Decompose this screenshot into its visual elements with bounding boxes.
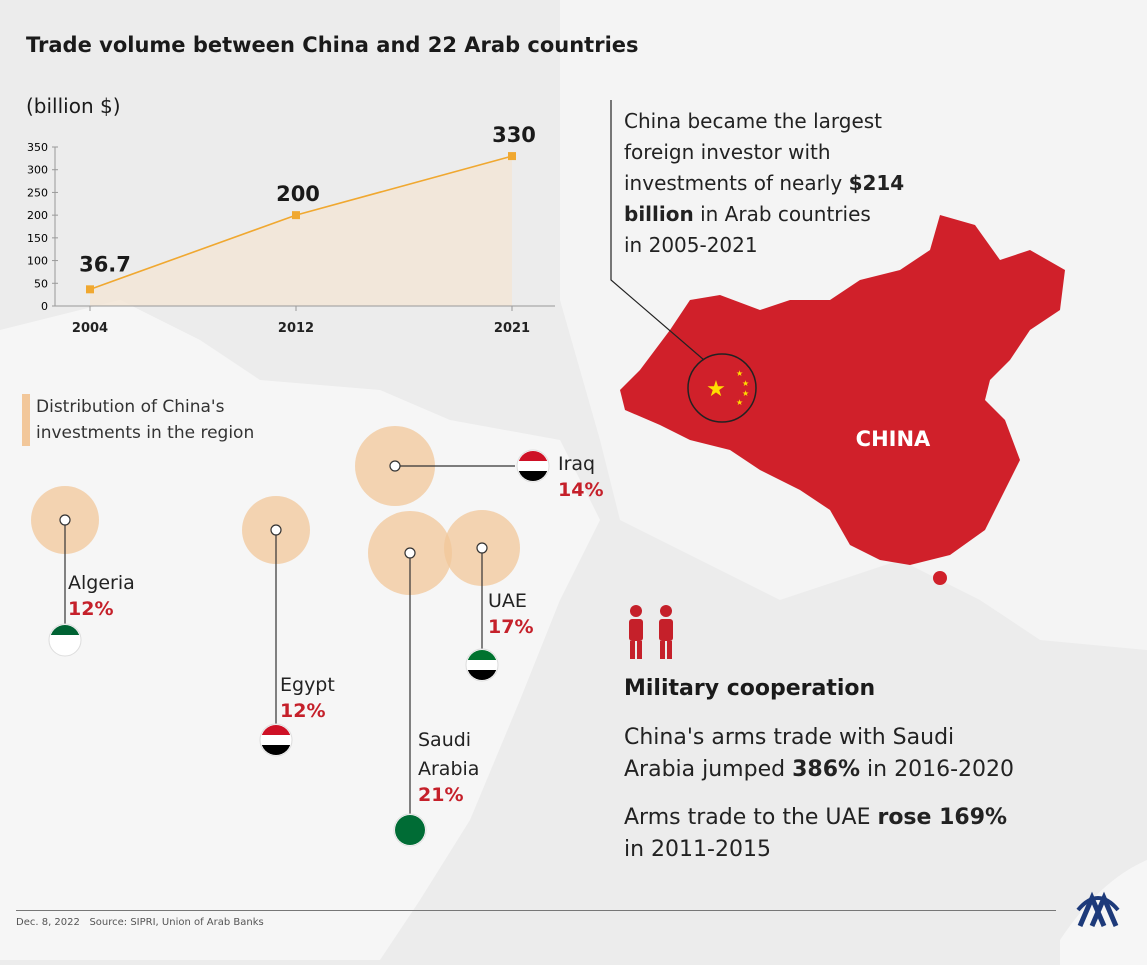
flag-stripe (467, 670, 497, 680)
y-tick-label: 50 (34, 277, 48, 290)
flag-stripe (467, 650, 497, 660)
flag-stripe (50, 625, 80, 635)
military-saudi-text: China's arms trade with Saudi Arabia jum… (624, 725, 1015, 782)
country-iraq: Iraq 14% (558, 453, 604, 501)
svg-text:★: ★ (706, 377, 726, 402)
data-label: 36.7 (79, 252, 131, 276)
location-dot (59, 514, 71, 526)
aa-logo (1076, 891, 1120, 927)
location-dot (389, 460, 401, 472)
svg-text:★: ★ (736, 398, 743, 407)
x-tick-label: 2021 (494, 321, 530, 336)
location-dot (270, 524, 282, 536)
flag-stripe (50, 645, 80, 655)
y-tick-label: 350 (27, 141, 48, 154)
china-flag-icon (687, 353, 757, 423)
y-tick-label: 150 (27, 232, 48, 245)
china-label: CHINA (856, 427, 931, 451)
area-fill (90, 156, 512, 306)
x-tick-label: 2004 (72, 321, 108, 336)
y-tick-label: 300 (27, 164, 48, 177)
flag-stripe (395, 835, 425, 845)
flag-stripe (518, 451, 548, 461)
country-algeria: Algeria 12% (68, 572, 135, 620)
military-uae-text: Arms trade to the UAE rose 169% in 2011-… (624, 805, 1008, 862)
y-tick-label: 250 (27, 186, 48, 199)
footer-text: Dec. 8, 2022 Source: SIPRI, Union of Ara… (16, 917, 264, 928)
flag-stripe (518, 471, 548, 481)
country-saudi-arabia: Saudi Arabia 21% (418, 729, 480, 806)
footer-divider (16, 910, 1056, 911)
location-dot (404, 547, 416, 559)
investment-text: China became the largest foreign investor… (624, 109, 905, 257)
y-tick-label: 0 (41, 300, 48, 313)
flag-stripe (261, 745, 291, 755)
svg-text:★: ★ (736, 369, 743, 378)
y-tick-label: 200 (27, 209, 48, 222)
data-point (86, 285, 94, 294)
military-title: Military cooperation (624, 676, 876, 701)
chart-title: Trade volume between China and 22 Arab c… (26, 33, 639, 57)
data-point (292, 211, 300, 220)
flag-stripe (50, 635, 80, 645)
data-label: 330 (492, 123, 536, 147)
country-egypt: Egypt 12% (280, 674, 335, 722)
chart-subtitle: (billion $) (26, 94, 121, 118)
flag-stripe (261, 735, 291, 745)
soldiers-icon (629, 605, 673, 659)
flag-stripe (467, 660, 497, 670)
y-tick-label: 100 (27, 255, 48, 268)
flag-stripe (518, 461, 548, 471)
trade-line-chart: 0 50 100 150 200 250 300 350 2004 2012 2021 36.7 200… (27, 123, 555, 336)
flag-stripe (395, 815, 425, 825)
x-tick-label: 2012 (278, 321, 314, 336)
svg-text:★: ★ (742, 389, 749, 398)
china-shape (620, 215, 1065, 565)
flag-stripe (261, 725, 291, 735)
svg-text:★: ★ (742, 379, 749, 388)
country-uae: UAE 17% (488, 590, 534, 638)
flag-stripe (395, 825, 425, 835)
location-dot (476, 542, 488, 554)
distribution-title: Distribution of China's investments in th… (22, 394, 254, 446)
data-point (508, 152, 516, 161)
bubble-map (31, 426, 550, 847)
data-label: 200 (276, 182, 320, 206)
